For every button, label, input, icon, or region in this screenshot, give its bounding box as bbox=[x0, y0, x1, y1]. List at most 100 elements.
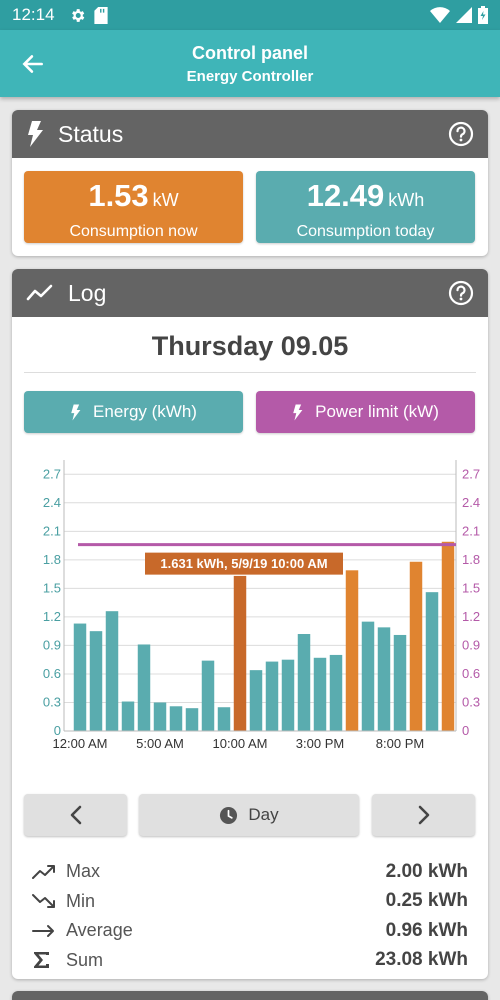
x-tick-label: 5:00 AM bbox=[136, 736, 184, 751]
log-stats: Max 2.00 kWh Min 0.25 kWh Average 0.96 k… bbox=[32, 857, 468, 975]
power-limit-toggle-button[interactable]: Power limit (kW) bbox=[256, 391, 475, 433]
x-tick-label: 10:00 AM bbox=[213, 736, 268, 751]
chart-bar bbox=[361, 621, 375, 731]
stat-min-value: 0.25 kWh bbox=[385, 890, 468, 912]
status-card-header: Status bbox=[12, 110, 488, 158]
status-card: Status 1.53 kW Consumption now 12.49 kWh C… bbox=[12, 110, 488, 256]
chevron-right-icon bbox=[418, 805, 429, 825]
app-bar: Control panel Energy Controller bbox=[0, 30, 500, 97]
trending-up-icon bbox=[32, 864, 55, 879]
chart-bar bbox=[313, 657, 327, 731]
next-card bbox=[12, 991, 488, 1000]
help-circle-icon[interactable] bbox=[448, 121, 474, 147]
consumption-now-value: 1.53 bbox=[88, 178, 149, 213]
chart-bar bbox=[201, 660, 215, 731]
energy-toggle-label: Energy (kWh) bbox=[93, 402, 197, 421]
stat-min-label: Min bbox=[66, 890, 96, 911]
consumption-now-tile: 1.53 kW Consumption now bbox=[24, 171, 243, 243]
period-label: Day bbox=[248, 805, 279, 824]
chart-bar bbox=[345, 570, 359, 731]
status-heading: Status bbox=[58, 120, 124, 147]
consumption-today-value: 12.49 bbox=[306, 178, 385, 213]
cell-signal-icon bbox=[456, 7, 472, 23]
period-selector-button[interactable]: Day bbox=[139, 794, 359, 836]
stat-sum-value: 23.08 kWh bbox=[375, 949, 468, 971]
chart-bar bbox=[249, 670, 263, 731]
stat-average-label: Average bbox=[66, 920, 133, 941]
clock: 12:14 bbox=[12, 5, 55, 24]
chart-bar bbox=[441, 541, 455, 731]
trending-down-icon bbox=[32, 894, 55, 909]
lightning-bolt-icon bbox=[71, 404, 81, 420]
y-tick-left: 0 bbox=[54, 723, 61, 738]
y-tick-left: 1.5 bbox=[43, 580, 61, 595]
chart-bar bbox=[265, 661, 279, 731]
sigma-icon bbox=[34, 952, 49, 969]
y-tick-right: 2.7 bbox=[462, 466, 480, 481]
stat-sum-label: Sum bbox=[66, 949, 104, 970]
previous-day-button[interactable] bbox=[24, 794, 127, 836]
help-circle-icon[interactable] bbox=[448, 280, 474, 306]
y-tick-left: 1.8 bbox=[43, 552, 61, 567]
y-tick-right: 2.4 bbox=[462, 495, 480, 510]
x-tick-label: 3:00 PM bbox=[296, 736, 344, 751]
y-tick-right: 0 bbox=[462, 723, 469, 738]
y-tick-right: 1.8 bbox=[462, 552, 480, 567]
log-card: Log Thursday 09.05 Energy (kWh) Power li… bbox=[12, 269, 488, 979]
consumption-now-caption: Consumption now bbox=[69, 223, 198, 240]
next-day-button[interactable] bbox=[372, 794, 475, 836]
arrow-right-icon bbox=[32, 924, 54, 937]
chart-bar bbox=[137, 644, 151, 731]
consumption-now-unit: kW bbox=[152, 190, 179, 210]
chart-tooltip-text: 1.631 kWh, 5/9/19 10:00 AM bbox=[160, 556, 327, 571]
log-heading: Log bbox=[68, 279, 107, 306]
log-card-header: Log bbox=[12, 269, 488, 317]
clock-icon bbox=[220, 806, 238, 824]
app-title: Control panel bbox=[192, 43, 308, 63]
chart-bar bbox=[377, 627, 391, 731]
chart-bar bbox=[73, 623, 87, 731]
chart-tooltip bbox=[145, 552, 343, 575]
y-tick-left: 0.9 bbox=[43, 637, 61, 652]
y-tick-right: 0.6 bbox=[462, 666, 480, 681]
x-tick-label: 12:00 AM bbox=[53, 736, 108, 751]
y-tick-right: 1.5 bbox=[462, 580, 480, 595]
consumption-today-caption: Consumption today bbox=[296, 223, 435, 240]
chart-bar bbox=[153, 702, 167, 731]
chart-bar bbox=[169, 706, 183, 731]
chevron-left-icon bbox=[70, 805, 81, 825]
chart-bar bbox=[409, 561, 423, 731]
stat-sum: Sum 23.08 kWh bbox=[32, 946, 468, 976]
y-tick-left: 0.3 bbox=[43, 694, 61, 709]
stat-average: Average 0.96 kWh bbox=[32, 916, 468, 946]
chart-bar bbox=[105, 611, 119, 731]
y-tick-right: 1.2 bbox=[462, 609, 480, 624]
stat-max-value: 2.00 kWh bbox=[385, 860, 468, 882]
day-title: Thursday 09.05 bbox=[151, 331, 349, 361]
wifi-icon bbox=[430, 7, 450, 23]
app-subtitle: Energy Controller bbox=[186, 68, 314, 85]
y-tick-right: 2.1 bbox=[462, 523, 480, 538]
energy-bar-chart[interactable]: 0 0 0.3 0.3 0.6 0.6 0.9 0.9 1.2 1.2 1.5 1.5 1.8 1.8 2.… bbox=[24, 454, 484, 764]
stat-min: Min 0.25 kWh bbox=[32, 887, 468, 917]
trend-line-icon bbox=[26, 284, 53, 301]
stat-average-value: 0.96 kWh bbox=[385, 919, 468, 941]
consumption-today-unit: kWh bbox=[388, 190, 425, 210]
sd-card-icon bbox=[93, 6, 108, 24]
chart-bar bbox=[233, 575, 247, 731]
y-tick-left: 2.4 bbox=[43, 495, 61, 510]
energy-toggle-button[interactable]: Energy (kWh) bbox=[24, 391, 243, 433]
lightning-bolt-icon bbox=[293, 404, 303, 420]
chart-bar bbox=[297, 634, 311, 731]
chart-bar bbox=[329, 654, 343, 731]
back-arrow-icon[interactable] bbox=[20, 51, 46, 77]
chart-bar bbox=[89, 631, 103, 731]
stat-max: Max 2.00 kWh bbox=[32, 857, 468, 887]
divider bbox=[24, 372, 476, 373]
y-tick-right: 0.9 bbox=[462, 637, 480, 652]
y-tick-left: 2.7 bbox=[43, 466, 61, 481]
y-tick-left: 0.6 bbox=[43, 666, 61, 681]
lightning-bolt-icon bbox=[28, 121, 43, 147]
power-limit-toggle-label: Power limit (kW) bbox=[315, 402, 439, 421]
chart-bar bbox=[121, 701, 135, 731]
